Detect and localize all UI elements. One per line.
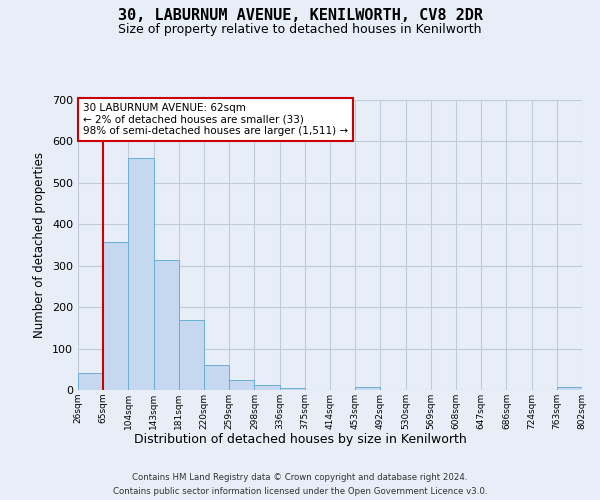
Bar	[254, 385, 280, 390]
Bar	[204, 365, 229, 390]
Y-axis label: Number of detached properties: Number of detached properties	[34, 152, 46, 338]
Bar	[557, 387, 582, 390]
Text: 30, LABURNUM AVENUE, KENILWORTH, CV8 2DR: 30, LABURNUM AVENUE, KENILWORTH, CV8 2DR	[118, 8, 482, 22]
Text: Distribution of detached houses by size in Kenilworth: Distribution of detached houses by size …	[134, 432, 466, 446]
Bar	[355, 387, 380, 390]
Text: Contains public sector information licensed under the Open Government Licence v3: Contains public sector information licen…	[113, 488, 487, 496]
Bar	[103, 242, 128, 390]
Text: 30 LABURNUM AVENUE: 62sqm
← 2% of detached houses are smaller (33)
98% of semi-d: 30 LABURNUM AVENUE: 62sqm ← 2% of detach…	[83, 103, 348, 136]
Text: Contains HM Land Registry data © Crown copyright and database right 2024.: Contains HM Land Registry data © Crown c…	[132, 472, 468, 482]
Bar	[280, 388, 305, 390]
Text: Size of property relative to detached houses in Kenilworth: Size of property relative to detached ho…	[118, 22, 482, 36]
Bar	[229, 380, 254, 390]
Bar	[78, 374, 103, 390]
Bar	[154, 260, 179, 390]
Bar	[179, 320, 204, 390]
Bar	[128, 158, 154, 390]
